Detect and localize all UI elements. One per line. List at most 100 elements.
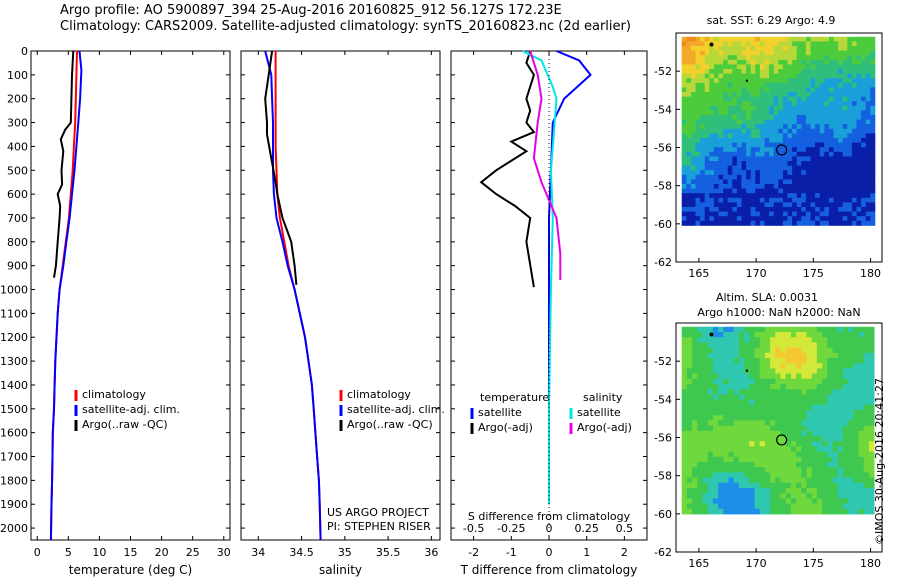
sst-map-xtick-label: 175 bbox=[803, 267, 824, 280]
sla-map-xtick-label: 165 bbox=[688, 557, 709, 570]
difference-xlabel: T difference from climatology bbox=[460, 563, 638, 577]
sla-map-ytick-label: -62 bbox=[654, 546, 672, 559]
depth-tick-label: 600 bbox=[7, 188, 28, 201]
salinity-diff-tick-label: -0.25 bbox=[497, 522, 525, 535]
sla-map-island-mark bbox=[709, 332, 714, 337]
sla-map-xtick-label: 175 bbox=[803, 557, 824, 570]
depth-tick-label: 1200 bbox=[0, 331, 28, 344]
sla-map-title-line2: Argo h1000: NaN h2000: NaN bbox=[697, 306, 860, 319]
sst-map-island-mark bbox=[709, 42, 714, 47]
salinity-xtick-label: 35.5 bbox=[376, 546, 401, 559]
depth-tick-label: 1900 bbox=[0, 498, 28, 511]
difference-legend-heading-temperature: temperature bbox=[480, 391, 549, 404]
sla-map-ytick-label: -56 bbox=[654, 432, 672, 445]
sla-map-ytick-label: -54 bbox=[654, 393, 672, 406]
temperature-series-argo-raw-qc- bbox=[53, 50, 75, 278]
temperature-legend-label: Argo(..raw -QC) bbox=[82, 418, 168, 431]
sst-map-profile-marker bbox=[776, 144, 788, 156]
sla-map-ytick-label: -60 bbox=[654, 508, 672, 521]
difference-legend-label: satellite bbox=[478, 406, 522, 419]
depth-tick-label: 1300 bbox=[0, 355, 28, 368]
difference-xtick-label: 0 bbox=[546, 546, 553, 559]
salinity-xlabel: salinity bbox=[319, 563, 362, 577]
sst-map-ytick-label: -52 bbox=[654, 65, 672, 78]
sla-map-xtick-label: 170 bbox=[746, 557, 767, 570]
depth-tick-label: 1000 bbox=[0, 284, 28, 297]
sla-map-ytick-label: -58 bbox=[654, 470, 672, 483]
difference-legend-heading-salinity: salinity bbox=[583, 391, 623, 404]
figure-title-line1: Argo profile: AO 5900897_394 25-Aug-2016… bbox=[60, 3, 562, 18]
sst-map-xtick-label: 165 bbox=[688, 267, 709, 280]
depth-tick-label: 2000 bbox=[0, 522, 28, 535]
depth-tick-label: 1500 bbox=[0, 403, 28, 416]
salinity-xtick-label: 36 bbox=[424, 546, 438, 559]
sst-map-ytick-label: -62 bbox=[654, 256, 672, 269]
temperature-xtick-label: 10 bbox=[92, 546, 106, 559]
difference-legend-label: Argo(-adj) bbox=[478, 421, 533, 434]
difference-legend-label: satellite bbox=[577, 406, 621, 419]
difference-series-argo-adj- bbox=[479, 50, 536, 288]
temperature-series-satellite-adj-clim- bbox=[49, 50, 83, 541]
temperature-xtick-label: 25 bbox=[186, 546, 200, 559]
salinity-series-climatology bbox=[274, 51, 322, 541]
difference-xtick-label: 1 bbox=[583, 546, 590, 559]
difference-xtick-label: -2 bbox=[468, 546, 479, 559]
figure-title-line2: Climatology: CARS2009. Satellite-adjuste… bbox=[60, 19, 631, 34]
sla-map-ytick-label: -52 bbox=[654, 355, 672, 368]
sla-map-xtick-label: 180 bbox=[860, 557, 881, 570]
temperature-xtick-label: 15 bbox=[124, 546, 138, 559]
salinity-legend-label: Argo(..raw -QC) bbox=[347, 418, 433, 431]
depth-tick-label: 1700 bbox=[0, 451, 28, 464]
salinity-legend-label: satellite-adj. clim. bbox=[347, 403, 445, 416]
credits-line1: US ARGO PROJECT bbox=[327, 506, 429, 519]
depth-tick-label: 700 bbox=[7, 212, 28, 225]
sla-map-image bbox=[681, 326, 875, 515]
salinity-plot-frame bbox=[240, 50, 441, 541]
depth-tick-label: 1100 bbox=[0, 307, 28, 320]
depth-tick-label: 400 bbox=[7, 140, 28, 153]
salinity-series-satellite-adj-clim- bbox=[264, 50, 322, 541]
sst-map-image bbox=[681, 36, 876, 226]
sst-map-title: sat. SST: 6.29 Argo: 4.9 bbox=[707, 14, 836, 27]
temperature-xtick-label: 5 bbox=[65, 546, 72, 559]
sst-map-ytick-label: -54 bbox=[654, 103, 672, 116]
temperature-legend-label: satellite-adj. clim. bbox=[82, 403, 180, 416]
temperature-xtick-label: 0 bbox=[34, 546, 41, 559]
credits-line2: PI: STEPHEN RISER bbox=[327, 520, 431, 533]
depth-tick-label: 1400 bbox=[0, 379, 28, 392]
salinity-xtick-label: 34.5 bbox=[289, 546, 314, 559]
salinity-diff-tick-label: 0.5 bbox=[616, 522, 634, 535]
depth-tick-label: 1800 bbox=[0, 474, 28, 487]
sla-map-profile-marker bbox=[776, 434, 788, 446]
salinity-series-argo-raw-qc- bbox=[264, 50, 298, 285]
sst-map-xtick-label: 180 bbox=[860, 267, 881, 280]
difference-series-argo-adj- bbox=[529, 50, 562, 280]
difference-series-satellite bbox=[522, 50, 558, 505]
salinity-diff-tick-label: -0.5 bbox=[463, 522, 484, 535]
difference-top-label: S difference from climatology bbox=[468, 510, 631, 523]
temperature-plot-frame bbox=[30, 50, 231, 541]
salinity-diff-tick-label: 0.25 bbox=[574, 522, 599, 535]
depth-tick-label: 300 bbox=[7, 117, 28, 130]
depth-tick-label: 900 bbox=[7, 260, 28, 273]
depth-tick-label: 100 bbox=[7, 69, 28, 82]
sst-map-ytick-label: -60 bbox=[654, 218, 672, 231]
sst-map-xtick-label: 170 bbox=[746, 267, 767, 280]
salinity-diff-tick-label: 0 bbox=[546, 522, 553, 535]
depth-tick-label: 200 bbox=[7, 93, 28, 106]
difference-xtick-label: -1 bbox=[506, 546, 517, 559]
salinity-xtick-label: 34 bbox=[251, 546, 265, 559]
sla-map-island-mark bbox=[745, 369, 749, 372]
sst-map-island-mark bbox=[745, 79, 749, 82]
difference-xtick-label: 2 bbox=[621, 546, 628, 559]
sst-map-ytick-label: -58 bbox=[654, 180, 672, 193]
temperature-xtick-label: 30 bbox=[217, 546, 231, 559]
depth-tick-label: 1600 bbox=[0, 427, 28, 440]
depth-tick-label: 500 bbox=[7, 164, 28, 177]
difference-legend-label: Argo(-adj) bbox=[577, 421, 632, 434]
salinity-xtick-label: 35 bbox=[338, 546, 352, 559]
sst-map-ytick-label: -56 bbox=[654, 142, 672, 155]
depth-tick-label: 800 bbox=[7, 236, 28, 249]
temperature-legend-label: climatology bbox=[82, 388, 146, 401]
sla-map-title-line1: Altim. SLA: 0.0031 bbox=[716, 291, 818, 304]
